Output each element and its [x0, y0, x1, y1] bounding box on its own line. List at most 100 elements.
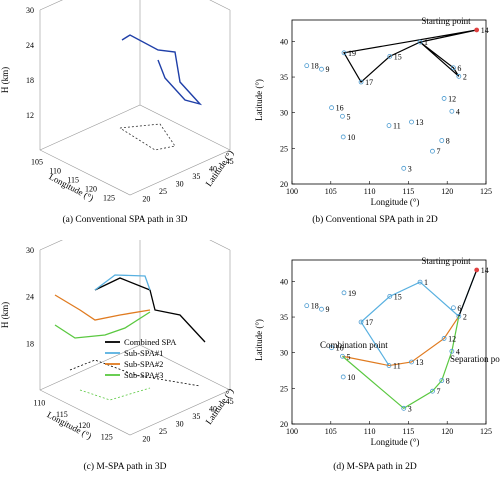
point-marker	[449, 108, 455, 114]
y-tick-label: 40	[280, 277, 288, 286]
point-label: 3	[408, 164, 412, 173]
point-label: 15	[394, 52, 402, 61]
point-label: 13	[416, 358, 424, 367]
point-label: 7	[436, 147, 440, 156]
z-tick-label: 18	[26, 76, 34, 85]
path-series	[342, 316, 460, 410]
point-label: 9	[325, 65, 329, 74]
plot-frame	[291, 259, 487, 425]
point-marker	[341, 290, 347, 296]
z-tick-label: 24	[26, 293, 34, 302]
caption-a: (a) Conventional SPA path in 3D	[62, 215, 188, 225]
y-tick-label: 30	[280, 109, 288, 118]
x-tick-label: 125	[480, 187, 492, 196]
y-tick-label: 35	[280, 73, 288, 82]
b-xlabel: Longitude (°)	[371, 197, 420, 207]
path-shadow	[119, 123, 176, 151]
point-label: 4	[456, 107, 460, 116]
point-label: 11	[393, 122, 401, 131]
point-marker	[451, 65, 456, 71]
sub2-path	[54, 294, 151, 321]
x-tick-label: 105	[325, 427, 337, 436]
sub3-path	[54, 311, 151, 339]
z-tick-label: 18	[26, 339, 34, 348]
x-tick-label: 115	[403, 427, 415, 436]
x-tick-label: 110	[364, 187, 376, 196]
y-tick-label: 45	[226, 157, 234, 166]
point-marker	[304, 63, 310, 69]
path-series	[342, 315, 460, 367]
point-label: 19	[348, 289, 356, 298]
point-marker	[449, 348, 455, 354]
point-marker	[474, 27, 480, 33]
x-tick-label: 120	[441, 427, 453, 436]
b-start-annotation: Starting point	[421, 16, 471, 26]
point-label: 12	[448, 334, 456, 343]
point-marker	[340, 113, 345, 119]
point-label: 10	[347, 373, 355, 382]
sub3-shadow	[79, 387, 151, 401]
point-marker	[441, 336, 447, 341]
point-marker	[417, 279, 423, 285]
combined-path	[94, 277, 206, 343]
point-marker	[329, 105, 334, 111]
point-label: 5	[346, 352, 350, 361]
point-marker	[409, 119, 414, 125]
point-marker	[430, 148, 435, 154]
y-tick-label: 30	[176, 419, 184, 428]
sub1-path	[94, 274, 151, 291]
point-marker	[387, 53, 393, 59]
point-marker	[341, 50, 347, 56]
legend-label: Sub-SPA#3	[124, 370, 163, 380]
y-tick-label: 20	[280, 180, 288, 189]
x-tick-label: 110	[364, 427, 376, 436]
legend-label: Sub-SPA#1	[124, 348, 163, 358]
point-marker	[401, 405, 407, 411]
path-3d	[121, 34, 203, 106]
y-tick-label: 25	[159, 187, 167, 196]
z-tick-label: 24	[26, 41, 34, 50]
path-series	[458, 269, 478, 317]
point-marker	[439, 378, 445, 383]
point-label: 13	[416, 118, 424, 127]
y-tick-label: 40	[209, 404, 217, 413]
point-label: 19	[348, 49, 356, 58]
x-tick-label: 105	[31, 158, 43, 167]
point-label: 6	[457, 304, 461, 313]
point-marker	[358, 319, 364, 325]
z-tick-label: 12	[26, 111, 34, 120]
point-label: 1	[424, 38, 428, 47]
y-tick-label: 35	[280, 313, 288, 322]
path-series	[343, 29, 477, 83]
point-label: 5	[346, 112, 350, 121]
x-tick-label: 115	[403, 187, 415, 196]
d-combination-annotation: Combination point	[320, 340, 388, 350]
point-marker	[441, 96, 447, 101]
point-label: 16	[336, 344, 344, 353]
point-marker	[451, 305, 456, 311]
point-marker	[319, 306, 324, 312]
point-marker	[430, 388, 435, 394]
caption-b: (b) Conventional SPA path in 2D	[312, 215, 438, 225]
d-start-annotation: Starting point	[421, 256, 471, 266]
x-tick-label: 100	[286, 427, 298, 436]
chart-c: 18 24 30 110 115 120 125 20 25 30 35 40 45 Combined …	[0, 240, 236, 443]
point-marker	[386, 363, 392, 368]
point-label: 9	[325, 305, 329, 314]
point-label: 6	[457, 64, 461, 73]
point-marker	[387, 293, 393, 299]
x-tick-label: 125	[103, 194, 115, 203]
plot-frame	[291, 19, 487, 185]
point-label: 4	[456, 347, 460, 356]
x-tick-label: 120	[78, 421, 90, 430]
z-tick-label: 30	[26, 6, 34, 15]
point-label: 10	[347, 133, 355, 142]
a-zlabel: H (km)	[0, 67, 10, 93]
point-label: 8	[446, 137, 450, 146]
d-xlabel: Longitude (°)	[371, 437, 420, 447]
point-marker	[304, 303, 310, 309]
point-marker	[386, 123, 392, 128]
y-tick-label: 25	[280, 144, 288, 153]
y-tick-label: 25	[159, 427, 167, 436]
